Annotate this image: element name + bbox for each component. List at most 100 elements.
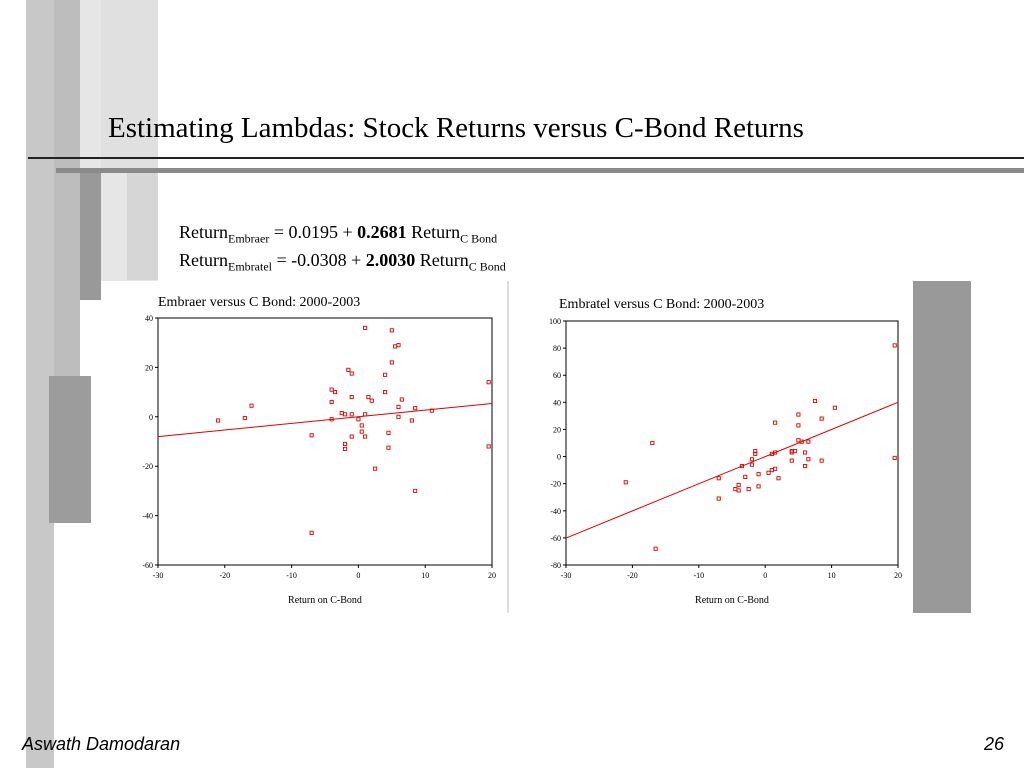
eq-intercept: = 0.0195 +	[269, 222, 358, 242]
y-tick-label: 20	[553, 425, 561, 434]
data-point	[749, 462, 754, 467]
charts-panel: Embraer versus C Bond: 2000-2003 -60 -40 -2…	[101, 281, 971, 613]
data-point	[373, 466, 378, 471]
data-point	[892, 455, 897, 460]
data-point	[716, 496, 721, 501]
data-point	[309, 530, 314, 535]
charts-svg: Embraer versus C Bond: 2000-2003 -60 -40 -2…	[142, 281, 971, 613]
data-point	[812, 398, 818, 404]
data-point	[773, 466, 778, 471]
data-point	[753, 449, 758, 454]
x-tick-label: -30	[561, 571, 572, 580]
y-tick-label: -60	[142, 561, 153, 570]
data-point	[623, 480, 628, 485]
data-point	[799, 439, 804, 444]
regression-line	[565, 401, 899, 539]
plot-area	[565, 320, 899, 566]
data-point	[396, 414, 401, 419]
eq-rhs: Return	[415, 250, 469, 270]
data-point	[363, 434, 368, 439]
y-tick-label: 40	[145, 314, 153, 323]
data-point	[736, 482, 741, 488]
data-point	[329, 399, 334, 405]
data-point	[249, 403, 254, 408]
decor-bar-top2	[127, 172, 158, 280]
data-point	[342, 446, 348, 451]
x-tick-label: -20	[219, 571, 230, 580]
y-tick-label: 100	[549, 317, 561, 326]
regression-line	[157, 403, 493, 438]
data-point	[413, 488, 418, 493]
equation-embraer: ReturnEmbraer = 0.0195 + 0.2681 ReturnC …	[179, 222, 497, 247]
y-tick-label: -80	[550, 561, 561, 570]
data-point	[733, 487, 738, 492]
x-tick-label: 20	[488, 571, 496, 580]
data-point	[806, 457, 811, 462]
data-point	[329, 387, 334, 392]
data-point	[359, 429, 364, 434]
page-number: 26	[983, 734, 1004, 754]
data-point	[339, 411, 344, 416]
data-point	[396, 343, 401, 348]
data-point	[743, 474, 748, 479]
data-point	[776, 476, 781, 481]
x-tick-label: -20	[627, 571, 638, 580]
data-point	[399, 397, 404, 402]
x-tick-label: -30	[153, 571, 164, 580]
x-tick-label: -10	[693, 571, 704, 580]
data-point	[716, 476, 721, 481]
eq-rhs-sub: C Bond	[460, 231, 498, 246]
y-tick-label: 60	[553, 371, 561, 380]
data-point	[356, 417, 361, 422]
data-point	[892, 343, 897, 348]
eq-lhs-sub: Embraer	[228, 231, 270, 246]
data-point	[832, 405, 837, 410]
equation-embratel: ReturnEmbratel = -0.0308 + 2.0030 Return…	[179, 250, 506, 275]
data-point	[332, 390, 338, 395]
eq-coefficient: 2.0030	[365, 250, 416, 270]
data-point	[363, 412, 368, 417]
data-point	[389, 360, 394, 365]
data-point	[739, 463, 745, 469]
eq-lhs: Return	[179, 250, 228, 270]
footer-author: Aswath Damodaran	[22, 734, 181, 754]
eq-rhs-sub: C Bond	[468, 259, 506, 274]
data-point	[789, 458, 794, 463]
data-point	[650, 440, 655, 446]
data-point	[309, 433, 314, 438]
chart-title: Embratel versus C Bond: 2000-2003	[559, 297, 764, 312]
data-point	[393, 344, 398, 349]
x-axis-label: Return on C-Bond	[695, 595, 769, 606]
data-point	[342, 412, 348, 417]
data-point	[486, 380, 491, 385]
data-point	[773, 450, 778, 455]
y-tick-label: -40	[142, 512, 153, 521]
data-point	[736, 488, 741, 493]
decor-bar-top	[101, 0, 158, 172]
y-tick-label: -60	[550, 534, 561, 543]
y-tick-label: 80	[553, 344, 561, 353]
data-point	[369, 398, 374, 403]
eq-lhs: Return	[179, 222, 228, 242]
data-point	[346, 367, 351, 372]
data-point	[349, 394, 354, 400]
data-point	[349, 434, 354, 439]
data-point	[806, 439, 811, 444]
x-tick-label: -10	[286, 571, 297, 580]
data-point	[796, 423, 801, 428]
data-point	[753, 451, 758, 456]
x-tick-label: 20	[894, 571, 902, 580]
eq-rhs: Return	[406, 222, 461, 242]
y-tick-label: 20	[145, 363, 153, 372]
eq-intercept: = -0.0308 +	[271, 250, 366, 270]
data-point	[386, 430, 391, 435]
x-tick-label: 0	[763, 571, 767, 580]
data-point	[802, 463, 808, 469]
data-point	[769, 468, 774, 473]
data-point	[773, 420, 778, 425]
eq-coefficient: 0.2681	[357, 222, 407, 242]
data-point	[819, 458, 824, 463]
chart-title: Embraer versus C Bond: 2000-2003	[158, 295, 360, 310]
data-point	[383, 390, 388, 395]
data-point	[653, 546, 658, 551]
